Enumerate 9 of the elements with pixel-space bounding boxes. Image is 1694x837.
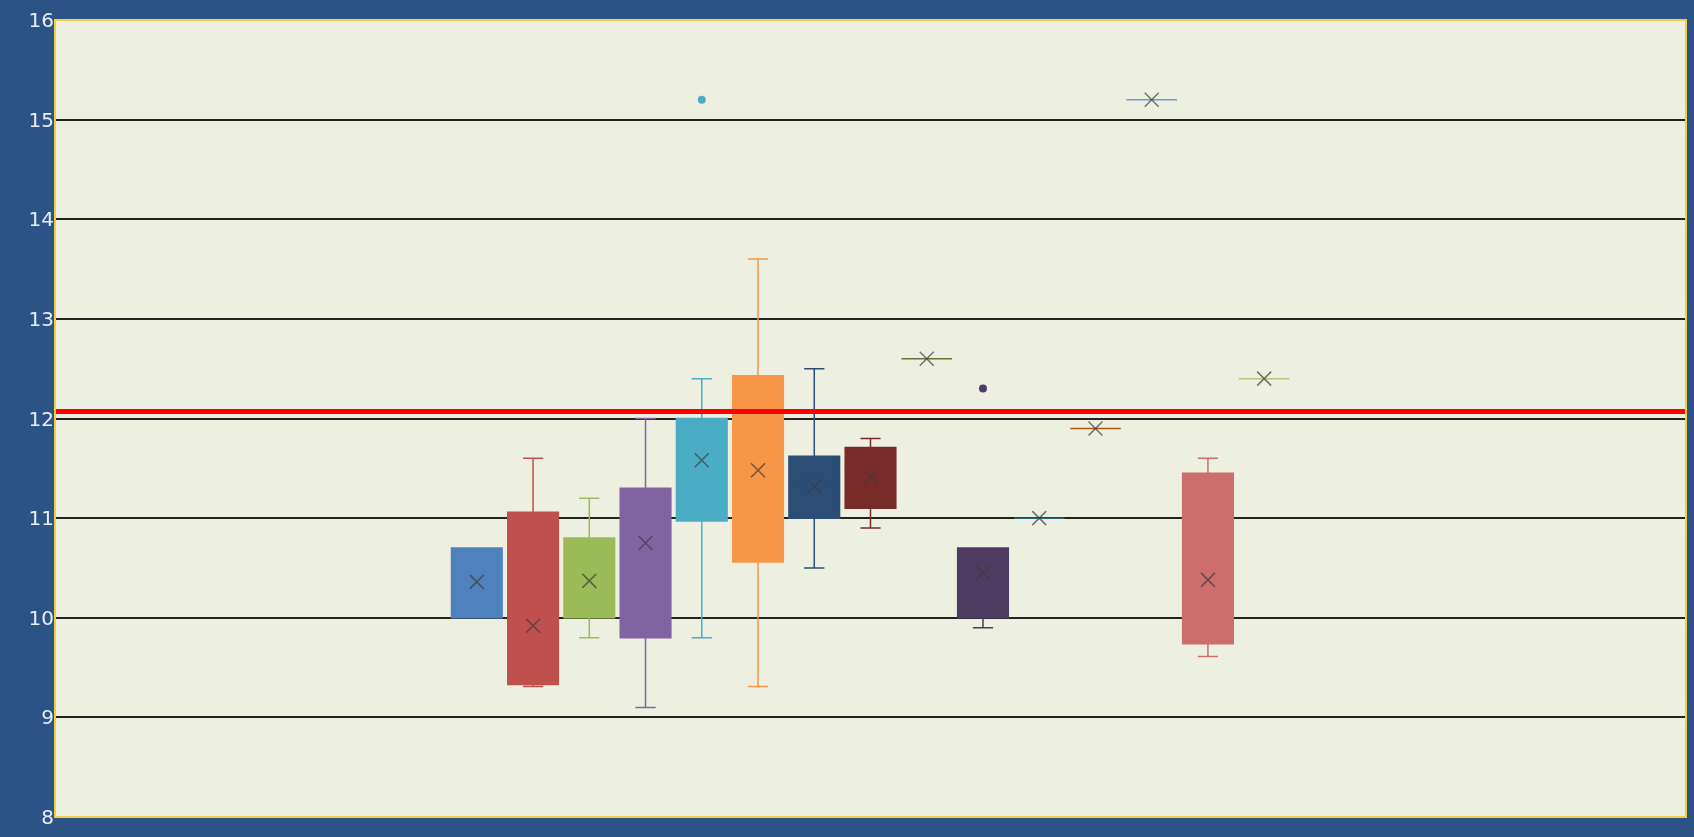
y-tick-label: 11 bbox=[28, 506, 54, 531]
y-tick-label: 15 bbox=[28, 107, 54, 132]
y-tick-label: 8 bbox=[41, 805, 54, 829]
y-tick-label: 12 bbox=[28, 406, 54, 431]
y-tick-label: 10 bbox=[28, 605, 54, 630]
y-tick-label: 16 bbox=[28, 8, 54, 32]
y-tick-label: 9 bbox=[41, 705, 54, 730]
y-tick-label: 14 bbox=[28, 207, 54, 232]
y-tick-label: 13 bbox=[28, 306, 54, 331]
